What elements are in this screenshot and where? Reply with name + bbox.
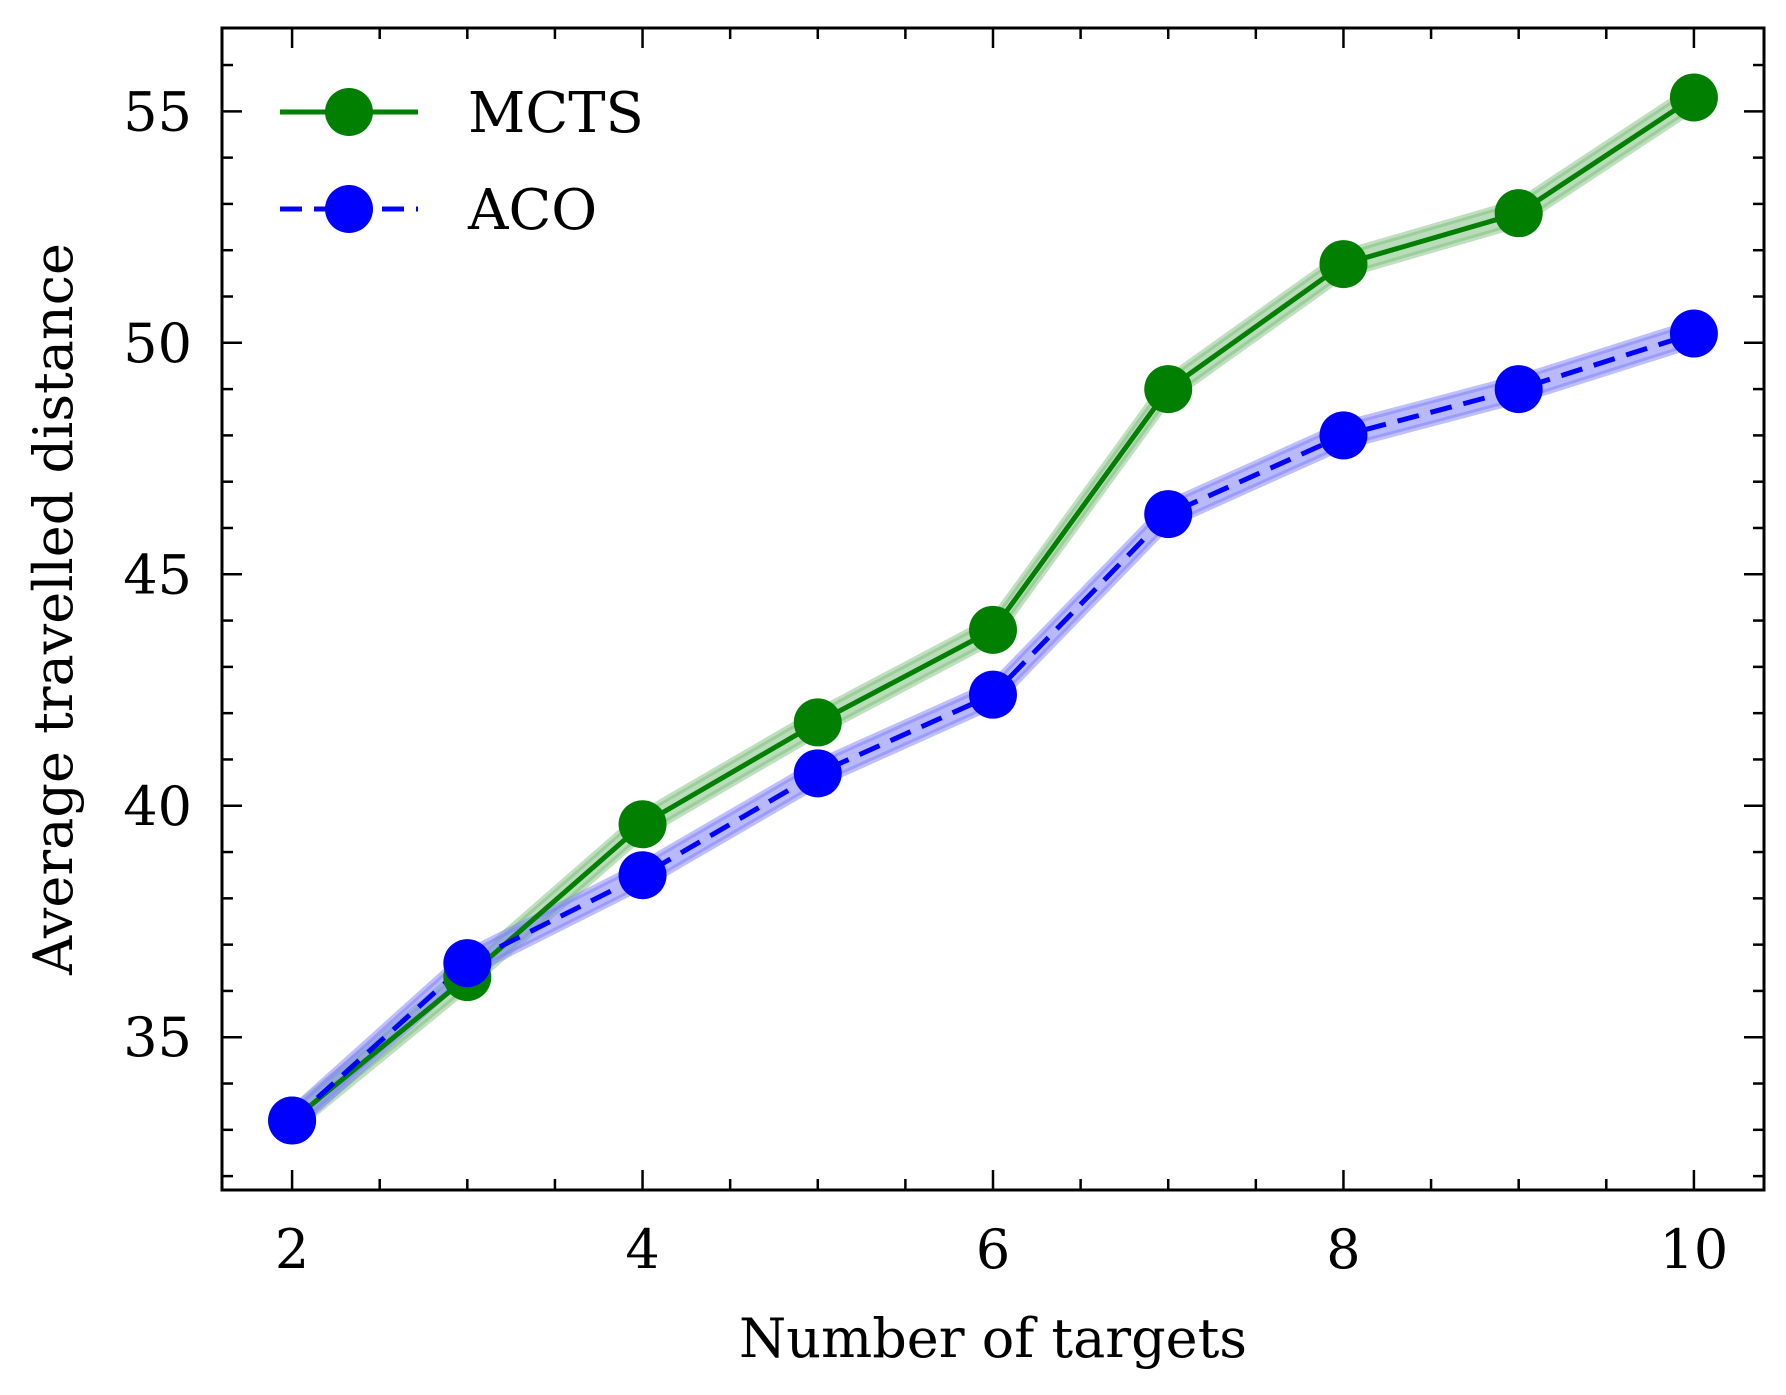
x-tick-label: 10	[1660, 1218, 1729, 1281]
point-mcts-4	[618, 800, 667, 849]
tick-labels: 2 4 6 8 10 35 40 45 50 55	[123, 80, 1728, 1281]
axis-ticks	[222, 28, 1764, 1190]
point-aco-2	[268, 1096, 317, 1145]
series-markers	[268, 73, 1718, 1145]
y-tick-label: 45	[123, 543, 192, 606]
point-mcts-9	[1494, 189, 1543, 238]
legend: MCTS ACO	[280, 81, 644, 243]
x-tick-label: 2	[275, 1218, 309, 1281]
x-tick-label: 8	[1326, 1218, 1360, 1281]
point-mcts-8	[1319, 240, 1368, 289]
point-aco-8	[1319, 411, 1368, 460]
point-mcts-10	[1669, 73, 1718, 122]
band-aco	[289, 317, 1697, 1139]
y-tick-label: 50	[123, 312, 192, 375]
point-aco-5	[793, 749, 842, 798]
point-aco-10	[1669, 309, 1718, 358]
point-mcts-7	[1144, 365, 1193, 414]
point-mcts-5	[793, 698, 842, 747]
x-axis-label: Number of targets	[739, 1307, 1247, 1370]
legend-label-aco: ACO	[467, 178, 597, 243]
point-mcts-6	[969, 605, 1017, 654]
y-axis-label: Average travelled distance	[22, 243, 85, 976]
legend-label-mcts: MCTS	[468, 81, 644, 146]
point-aco-4	[618, 851, 667, 900]
x-tick-label: 6	[976, 1218, 1010, 1281]
y-tick-label: 35	[123, 1006, 192, 1069]
y-tick-label: 55	[123, 80, 192, 143]
point-aco-3	[443, 939, 492, 988]
legend-marker-mcts	[325, 88, 373, 136]
line-aco	[290, 331, 1695, 1123]
point-aco-6	[969, 670, 1017, 719]
point-aco-9	[1494, 365, 1543, 414]
x-tick-label: 4	[625, 1218, 659, 1281]
y-tick-label: 40	[123, 775, 192, 838]
point-aco-7	[1144, 490, 1193, 539]
legend-marker-aco	[325, 185, 373, 233]
